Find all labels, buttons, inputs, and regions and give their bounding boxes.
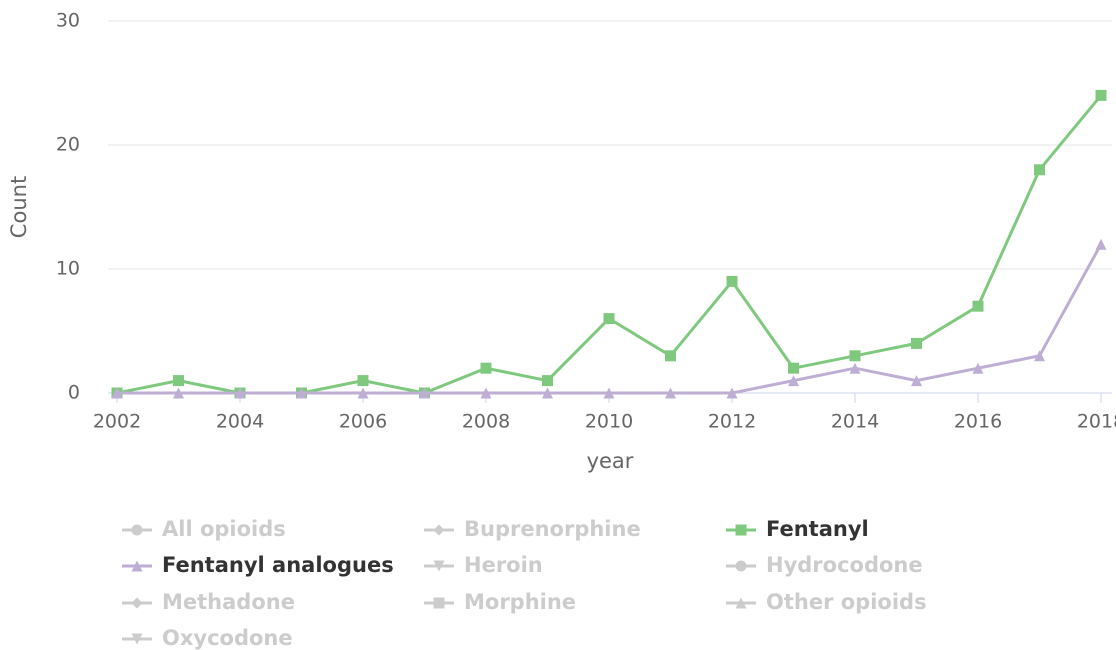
legend-item[interactable]: Fentanyl xyxy=(726,517,869,541)
y-tick-label: 20 xyxy=(56,134,80,156)
x-tick-label: 2008 xyxy=(462,411,510,433)
series xyxy=(111,89,1107,399)
point xyxy=(726,387,738,399)
legend-label: Other opioids xyxy=(766,590,927,614)
legend-symbol xyxy=(131,633,143,645)
x-tick-label: 2006 xyxy=(339,411,387,433)
legend-symbol xyxy=(433,560,445,572)
legend-label: Heroin xyxy=(464,553,543,577)
legend-label: Morphine xyxy=(464,590,576,614)
point xyxy=(849,362,861,374)
point xyxy=(357,387,369,399)
legend-label: Fentanyl xyxy=(766,517,869,541)
y-tick-label: 0 xyxy=(68,382,80,404)
point xyxy=(480,362,492,374)
legend-label: Buprenorphine xyxy=(464,517,641,541)
point xyxy=(1095,89,1107,101)
point xyxy=(972,362,984,374)
y-tick-label: 30 xyxy=(56,10,80,32)
x-tick-label: 2014 xyxy=(831,411,879,433)
point xyxy=(603,313,615,325)
point xyxy=(296,387,307,399)
legend-item[interactable]: Fentanyl analogues xyxy=(122,553,394,577)
line xyxy=(116,94,1103,395)
x-tick-label: 2018 xyxy=(1077,411,1116,433)
legend-item[interactable]: Other opioids xyxy=(726,590,927,614)
point xyxy=(726,275,738,287)
y-axis-title: Count xyxy=(7,176,31,238)
legend-label: Oxycodone xyxy=(162,626,293,650)
legend-label: Fentanyl analogues xyxy=(162,553,394,577)
y-tick-label: 10 xyxy=(56,258,80,280)
x-tick-label: 2004 xyxy=(216,411,264,433)
point xyxy=(173,375,184,387)
point xyxy=(1034,164,1045,176)
x-tick-label: 2016 xyxy=(954,411,1002,433)
point xyxy=(480,387,492,399)
legend-label: Hydrocodone xyxy=(766,553,923,577)
point xyxy=(1095,238,1107,250)
point xyxy=(911,337,922,349)
legend-item[interactable]: All opioids xyxy=(122,517,286,541)
point xyxy=(357,375,369,387)
point xyxy=(111,387,123,399)
point xyxy=(665,387,676,399)
x-tick-label: 2010 xyxy=(585,411,633,433)
point xyxy=(542,387,553,399)
x-tick-label: 2012 xyxy=(708,411,756,433)
point xyxy=(1034,350,1045,362)
legend-symbol xyxy=(131,597,143,609)
legend-label: All opioids xyxy=(162,517,286,541)
point xyxy=(972,300,984,312)
legend-symbol xyxy=(131,524,143,536)
x-axis-title: year xyxy=(587,449,634,473)
point xyxy=(603,387,615,399)
point xyxy=(234,387,246,399)
legend-symbol xyxy=(433,524,445,536)
point xyxy=(665,350,676,362)
legend-item[interactable]: Oxycodone xyxy=(122,626,293,650)
legend-item[interactable]: Methadone xyxy=(122,590,295,614)
point xyxy=(173,387,184,399)
x-tick-label: 2002 xyxy=(93,411,141,433)
point xyxy=(911,375,922,387)
point xyxy=(788,375,799,387)
legend-symbol xyxy=(433,597,445,609)
legend-symbol xyxy=(735,597,747,609)
legend-symbol xyxy=(735,524,747,536)
legend-symbol xyxy=(735,560,747,572)
legend-item[interactable]: Hydrocodone xyxy=(726,553,923,577)
legend-label: Methadone xyxy=(162,590,295,614)
point xyxy=(419,387,430,399)
legend-item[interactable]: Morphine xyxy=(424,590,576,614)
legend-item[interactable]: Heroin xyxy=(424,553,543,577)
legend-symbol xyxy=(131,560,143,572)
series xyxy=(111,238,1107,399)
legend-item[interactable]: Buprenorphine xyxy=(424,517,641,541)
point xyxy=(788,362,799,374)
point xyxy=(542,375,553,387)
point xyxy=(849,350,861,362)
